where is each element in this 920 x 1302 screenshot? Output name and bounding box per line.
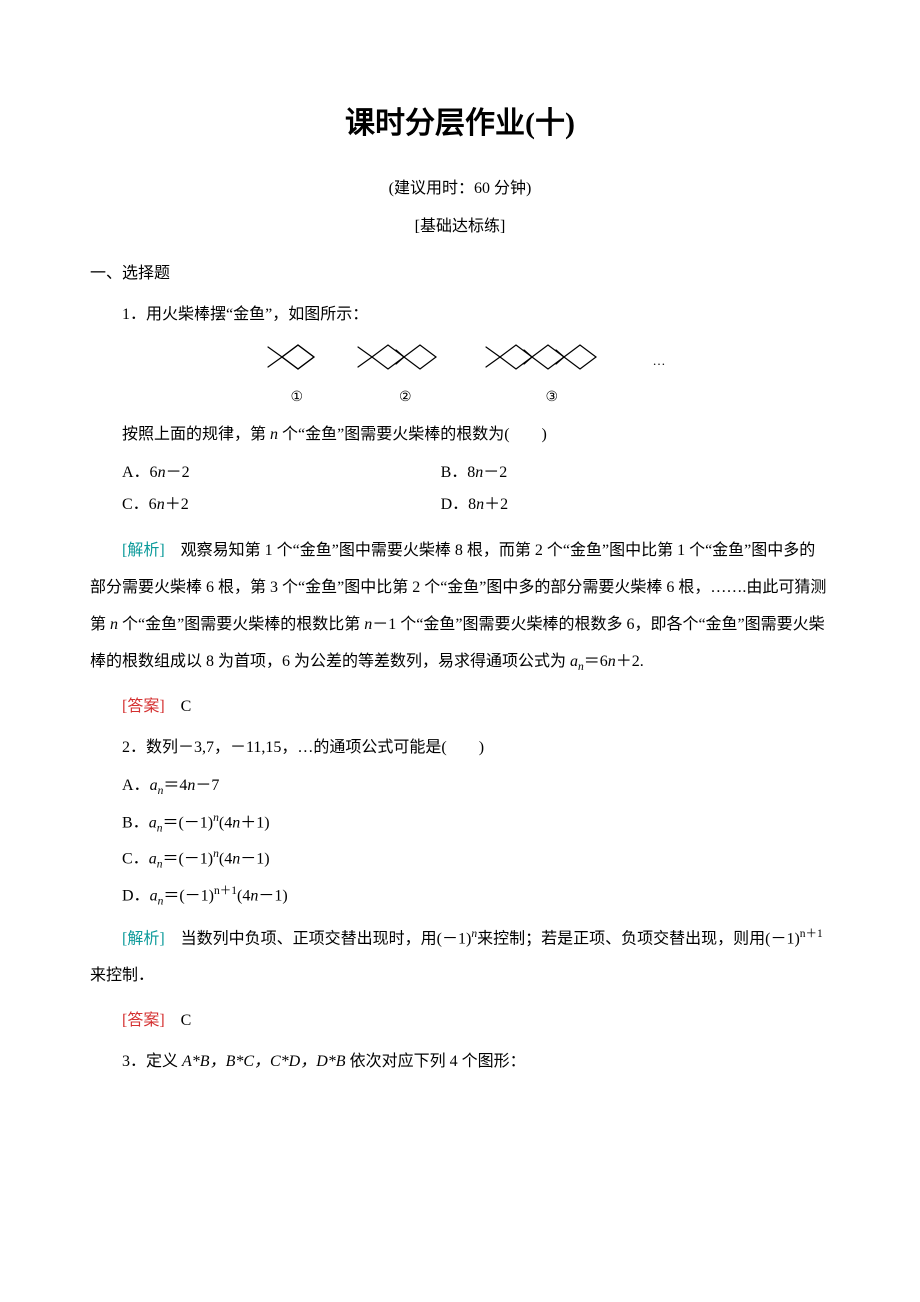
q1-figure: … — [90, 340, 830, 383]
q3-stem: 3．定义 A*B，B*C，C*D，D*B 依次对应下列 4 个图形： — [90, 1046, 830, 1077]
q2-answer: [答案] C — [90, 1005, 830, 1036]
analysis-label: [解析] — [122, 931, 181, 948]
q2-opt-d: D．an＝(－1)n＋1(4n－1) — [122, 882, 830, 911]
time-hint: (建议用时：60 分钟) — [90, 176, 830, 202]
q1-stem: 1．用火柴棒摆“金鱼”，如图所示： — [90, 299, 830, 330]
fish-1-icon — [265, 340, 323, 383]
answer-label: [答案] — [122, 698, 181, 715]
fig-label-3: ③ — [485, 387, 619, 409]
q3-terms: A*B，B*C，C*D，D*B — [182, 1053, 346, 1070]
heading-choice: 一、选择题 — [90, 261, 830, 287]
q2-opt-a: A．an＝4n－7 — [122, 773, 830, 801]
q2-opt-c: C．an＝(－1)n(4n－1) — [122, 845, 830, 874]
q1-opt-c: C．6n＋2 — [122, 492, 441, 518]
q2-options: A．an＝4n－7 B．an＝(－1)n(4n＋1) C．an＝(－1)n(4n… — [122, 773, 830, 911]
q1-opt-d: D．8n＋2 — [441, 492, 760, 518]
q1-analysis: [解析] 观察易知第 1 个“金鱼”图中需要火柴棒 8 根，而第 2 个“金鱼”… — [90, 533, 830, 680]
q1-prompt: 按照上面的规律，第 n 个“金鱼”图需要火柴棒的根数为( ) — [90, 419, 830, 450]
q1-options: A．6n－2 B．8n－2 C．6n＋2 D．8n＋2 — [122, 460, 830, 523]
analysis-label: [解析] — [122, 542, 181, 559]
q2-analysis: [解析] 当数列中负项、正项交替出现时，用(－1)n来控制；若是正项、负项交替出… — [90, 921, 830, 995]
q2-stem: 2．数列－3,7，－11,15，…的通项公式可能是( ) — [90, 732, 830, 763]
q1-opt-a: A．6n－2 — [122, 460, 441, 486]
page-title: 课时分层作业(十) — [90, 100, 830, 148]
q1-answer-value: C — [181, 698, 192, 715]
q2-answer-value: C — [181, 1012, 192, 1029]
figure-ellipsis: … — [653, 353, 670, 368]
fig-label-1: ① — [268, 387, 326, 409]
answer-label: [答案] — [122, 1012, 181, 1029]
q1-answer: [答案] C — [90, 691, 830, 722]
q2-opt-b: B．an＝(－1)n(4n＋1) — [122, 809, 830, 838]
fish-2-icon — [355, 340, 451, 383]
q1-figure-labels: ① ② ③ — [90, 387, 830, 409]
fish-3-icon — [483, 340, 617, 383]
q1-opt-b: B．8n－2 — [441, 460, 760, 486]
fig-label-2: ② — [357, 387, 453, 409]
section-label: [基础达标练] — [90, 214, 830, 240]
